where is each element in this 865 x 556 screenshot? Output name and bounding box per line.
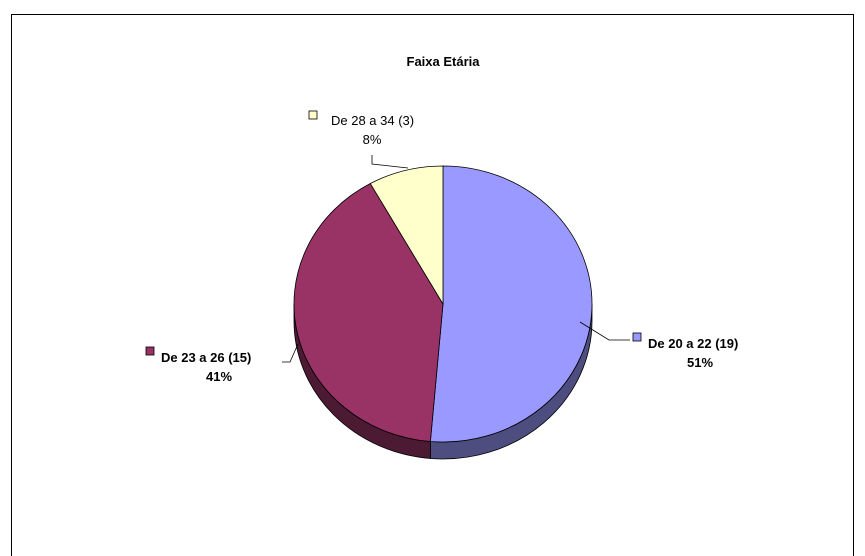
label-swatch-0 (632, 332, 642, 342)
label-swatch-2 (308, 110, 318, 120)
leader-line-2 (371, 155, 409, 169)
slice-percent-1: 41% (206, 369, 232, 384)
slice-label-1: De 23 a 26 (15) (161, 350, 251, 365)
leader-lines (282, 155, 630, 363)
slice-label-2: De 28 a 34 (3) (331, 113, 414, 128)
pie-slice-1 (293, 182, 444, 442)
pie-slice-2 (369, 165, 444, 306)
data-labels: De 20 a 22 (19) 51% De 23 a 26 (15) 41% De 2… (145, 110, 738, 384)
leader-line-1 (282, 343, 299, 363)
pie-slices (293, 165, 593, 443)
label-swatch-1 (145, 346, 155, 356)
chart-title: Faixa Etária (407, 54, 481, 69)
pie-slice-0 (429, 165, 593, 443)
slice-label-0: De 20 a 22 (19) (648, 336, 738, 351)
slice-percent-2: 8% (363, 132, 382, 147)
slice-percent-0: 51% (687, 355, 713, 370)
leader-line-0 (579, 321, 630, 341)
